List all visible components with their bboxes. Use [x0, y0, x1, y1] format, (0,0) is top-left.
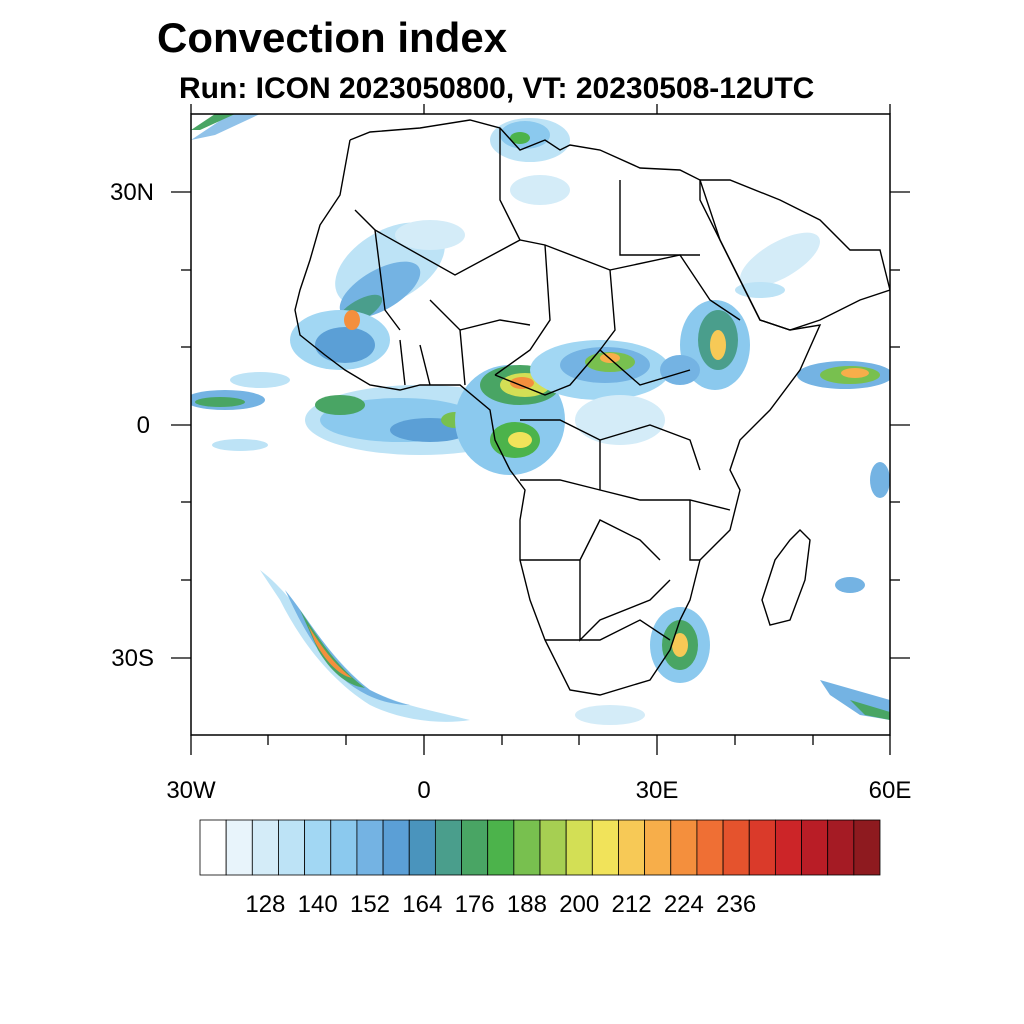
colorbar-swatch: [251, 819, 279, 876]
colorbar-swatch: [801, 819, 829, 876]
border: [499, 128, 521, 241]
border: [494, 244, 551, 376]
colorbar-swatch: [853, 819, 881, 876]
y-tick-label: 30N: [110, 179, 154, 206]
chart-title: Convection index: [157, 14, 508, 61]
field-patch: [300, 610, 365, 688]
y-tick-label: 0: [137, 412, 150, 439]
colorbar-swatch: [330, 819, 358, 876]
x-tick-label: 0: [417, 777, 430, 804]
border: [419, 344, 431, 386]
field-patch: [841, 368, 869, 378]
colorbar-swatch: [591, 819, 619, 876]
colorbar-swatch: [434, 819, 462, 876]
field-patch: [835, 577, 865, 593]
field-patch: [195, 397, 245, 407]
colorbar-swatch: [513, 819, 541, 876]
africa-coastline: [294, 119, 822, 696]
colorbar-swatch: [408, 819, 436, 876]
field-patch: [191, 114, 260, 140]
colorbar-swatch: [774, 819, 802, 876]
border: [579, 560, 671, 642]
border: [520, 519, 661, 561]
madagascar-coastline: [761, 529, 811, 626]
colorbar-label: 164: [402, 891, 442, 918]
field-patch: [510, 377, 534, 389]
colorbar-swatch: [618, 819, 646, 876]
colorbar-swatch: [304, 819, 332, 876]
field-patch: [510, 175, 570, 205]
colorbar-swatch: [278, 819, 306, 876]
field-patch: [575, 705, 645, 725]
colorbar-label: 188: [507, 891, 547, 918]
border: [429, 299, 531, 331]
colorbar-swatch: [539, 819, 567, 876]
border: [520, 479, 601, 491]
field-patch: [870, 462, 890, 498]
border: [520, 419, 701, 471]
field-patch: [191, 114, 235, 130]
axis-ticks: [171, 104, 910, 755]
chart-subtitle: Run: ICON 2023050800, VT: 20230508-12UTC: [179, 72, 815, 105]
field-patch: [315, 327, 375, 363]
border: [459, 329, 466, 386]
colorbar-labels: 128 140 152 164 176 188 200 212 224 236: [245, 891, 756, 918]
colorbar-swatch: [461, 819, 489, 876]
field-patch: [660, 355, 700, 385]
colorbar-label: 128: [245, 891, 285, 918]
field-patch: [508, 432, 532, 448]
colorbar-label: 176: [455, 891, 495, 918]
x-tick-label: 30E: [636, 777, 679, 804]
colorbar-label: 200: [559, 891, 599, 918]
colorbar-swatch: [199, 819, 227, 876]
colorbar-swatch: [696, 819, 724, 876]
colorbar-swatch: [225, 819, 253, 876]
colorbar-label: 152: [350, 891, 390, 918]
field-patch: [285, 590, 410, 705]
field-patch: [395, 220, 465, 250]
colorbar-swatch: [382, 819, 410, 876]
colorbar-swatch: [487, 819, 515, 876]
colorbar-swatch: [565, 819, 593, 876]
field-patch: [510, 132, 530, 144]
border: [399, 339, 406, 386]
field-patch: [344, 310, 360, 330]
colorbar-swatch: [748, 819, 776, 876]
border: [599, 440, 731, 511]
field-patch: [315, 395, 365, 415]
colorbar-swatch: [827, 819, 855, 876]
x-tick-label: 30W: [166, 777, 216, 804]
colorbar-label: 224: [664, 891, 704, 918]
field-patch: [850, 700, 890, 720]
coastlines: [294, 119, 890, 696]
colorbar-label: 236: [716, 891, 756, 918]
field-patch: [260, 570, 470, 722]
field-patch: [740, 232, 820, 288]
field-patch: [230, 372, 290, 388]
colorbar-swatch: [670, 819, 698, 876]
border: [354, 209, 401, 331]
field-patch: [672, 633, 688, 657]
border: [609, 254, 741, 321]
field-patch: [575, 395, 665, 445]
colorbar-label: 140: [298, 891, 338, 918]
field-patch: [710, 330, 726, 360]
y-tick-label: 30S: [111, 645, 154, 672]
field-patch: [212, 439, 268, 451]
colorbar-label: 212: [612, 891, 652, 918]
border: [545, 619, 671, 641]
border: [494, 349, 601, 396]
colorbar-swatch: [722, 819, 750, 876]
colorbar-swatch: [356, 819, 384, 876]
x-tick-label: 60E: [869, 777, 912, 804]
border: [619, 180, 700, 256]
colorbar: [199, 819, 881, 876]
arabia-coastline: [699, 179, 890, 331]
border: [689, 500, 700, 561]
colorbar-swatch: [644, 819, 672, 876]
